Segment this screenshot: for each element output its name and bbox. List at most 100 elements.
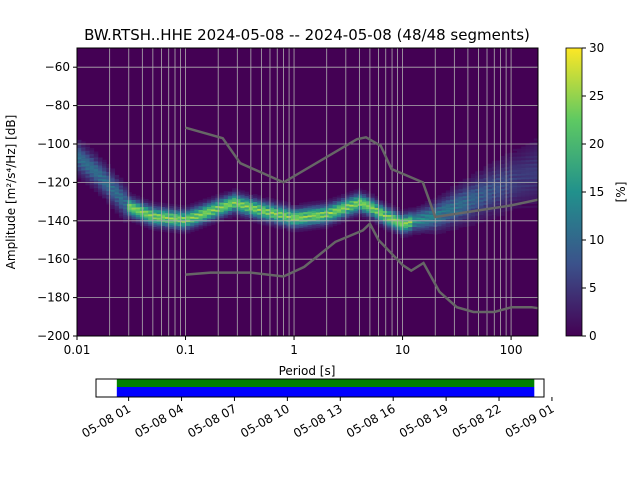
heatmap-cell bbox=[290, 228, 296, 231]
heatmap-cell bbox=[194, 216, 199, 220]
heatmap-cell bbox=[441, 227, 447, 230]
heatmap-cell bbox=[282, 212, 287, 215]
heatmap-cell bbox=[198, 205, 203, 209]
heatmap-cell bbox=[533, 167, 539, 170]
heatmap-cell bbox=[110, 170, 115, 173]
heatmap-cell bbox=[475, 198, 480, 201]
heatmap-cell bbox=[366, 210, 371, 213]
heatmap-cell bbox=[93, 184, 99, 187]
heatmap-cell bbox=[156, 210, 162, 213]
heatmap-cell bbox=[437, 226, 442, 229]
heatmap-cell bbox=[391, 230, 396, 233]
heatmap-cell bbox=[257, 204, 262, 208]
heatmap-cell bbox=[487, 192, 493, 195]
heatmap-cell bbox=[93, 159, 99, 162]
y-axis-label: Amplitude [m²/s⁴/Hz] [dB] bbox=[4, 115, 18, 270]
heatmap-cell bbox=[529, 169, 535, 172]
heatmap-cell bbox=[177, 210, 183, 213]
heatmap-cell bbox=[118, 206, 124, 209]
heatmap-cell bbox=[454, 208, 459, 211]
heatmap-cell bbox=[521, 188, 526, 191]
heatmap-cell bbox=[533, 201, 539, 204]
heatmap-cell bbox=[362, 205, 367, 208]
heatmap-cell bbox=[160, 223, 166, 227]
heatmap-cell bbox=[307, 203, 312, 206]
heatmap-cell bbox=[294, 214, 300, 217]
heatmap-cell bbox=[487, 167, 493, 170]
heatmap-cell bbox=[110, 172, 115, 175]
heatmap-cell bbox=[412, 213, 417, 216]
heatmap-cell bbox=[366, 193, 371, 196]
y-tick-label: −80 bbox=[45, 99, 70, 113]
heatmap-cell bbox=[370, 197, 375, 200]
heatmap-cell bbox=[165, 209, 170, 212]
heatmap-cell bbox=[353, 206, 359, 209]
heatmap-cell bbox=[366, 216, 371, 219]
heatmap-cell bbox=[517, 165, 522, 169]
heatmap-cell bbox=[106, 185, 111, 188]
heatmap-cell bbox=[144, 210, 149, 213]
heatmap-cell bbox=[114, 180, 120, 183]
heatmap-cell bbox=[533, 194, 539, 197]
heatmap-cell bbox=[533, 155, 539, 158]
heatmap-cell bbox=[290, 212, 296, 215]
heatmap-cell bbox=[118, 216, 124, 219]
heatmap-cell bbox=[294, 220, 300, 223]
heatmap-cell bbox=[529, 198, 535, 201]
heatmap-cell bbox=[89, 151, 95, 155]
heatmap-cell bbox=[123, 201, 128, 204]
heatmap-cell bbox=[341, 203, 346, 206]
heatmap-cell bbox=[500, 156, 505, 159]
heatmap-cell bbox=[487, 179, 493, 182]
heatmap-cell bbox=[110, 197, 115, 200]
heatmap-cell bbox=[261, 213, 266, 216]
heatmap-cell bbox=[533, 174, 539, 177]
heatmap-cell bbox=[278, 213, 283, 216]
heatmap-cell bbox=[462, 201, 468, 204]
heatmap-cell bbox=[533, 169, 539, 172]
heatmap-cell bbox=[236, 202, 241, 205]
heatmap-cell bbox=[353, 208, 359, 211]
y-tick-label: −60 bbox=[45, 60, 70, 74]
heatmap-cell bbox=[487, 163, 493, 166]
heatmap-cell bbox=[223, 191, 229, 194]
heatmap-cell bbox=[533, 157, 539, 160]
heatmap-cell bbox=[265, 218, 271, 221]
heatmap-cell bbox=[118, 185, 124, 188]
heatmap-cell bbox=[504, 186, 509, 189]
heatmap-cell bbox=[160, 212, 166, 215]
heatmap-cell bbox=[253, 215, 258, 218]
heatmap-cell bbox=[244, 210, 250, 214]
heatmap-cell bbox=[232, 215, 237, 218]
heatmap-cell bbox=[194, 228, 199, 231]
heatmap-cell bbox=[160, 206, 166, 209]
heatmap-cell bbox=[483, 185, 488, 188]
chart-title: BW.RTSH..HHE 2024-05-08 -- 2024-05-08 (4… bbox=[84, 26, 530, 44]
heatmap-cell bbox=[370, 210, 375, 213]
heatmap-cell bbox=[320, 227, 325, 230]
heatmap-cell bbox=[408, 222, 413, 226]
heatmap-cell bbox=[341, 218, 346, 222]
heatmap-cell bbox=[244, 193, 250, 196]
heatmap-cell bbox=[391, 212, 396, 215]
heatmap-cell bbox=[483, 170, 488, 173]
heatmap-cell bbox=[274, 216, 279, 219]
heatmap-cell bbox=[525, 173, 530, 176]
heatmap-cell bbox=[81, 156, 86, 159]
heatmap-cell bbox=[412, 209, 417, 212]
heatmap-cell bbox=[77, 161, 82, 164]
heatmap-cell bbox=[504, 199, 509, 202]
heatmap-cell bbox=[382, 212, 388, 215]
heatmap-cell bbox=[152, 213, 157, 216]
y-tick-label: −200 bbox=[37, 329, 70, 343]
heatmap-cell bbox=[290, 220, 296, 223]
heatmap-cell bbox=[424, 225, 430, 228]
heatmap-cell bbox=[156, 223, 162, 226]
heatmap-cell bbox=[144, 216, 149, 219]
heatmap-cell bbox=[475, 186, 480, 189]
heatmap-cell bbox=[479, 199, 484, 202]
heatmap-cell bbox=[106, 169, 111, 172]
heatmap-cell bbox=[278, 215, 283, 218]
heatmap-cell bbox=[475, 219, 480, 222]
